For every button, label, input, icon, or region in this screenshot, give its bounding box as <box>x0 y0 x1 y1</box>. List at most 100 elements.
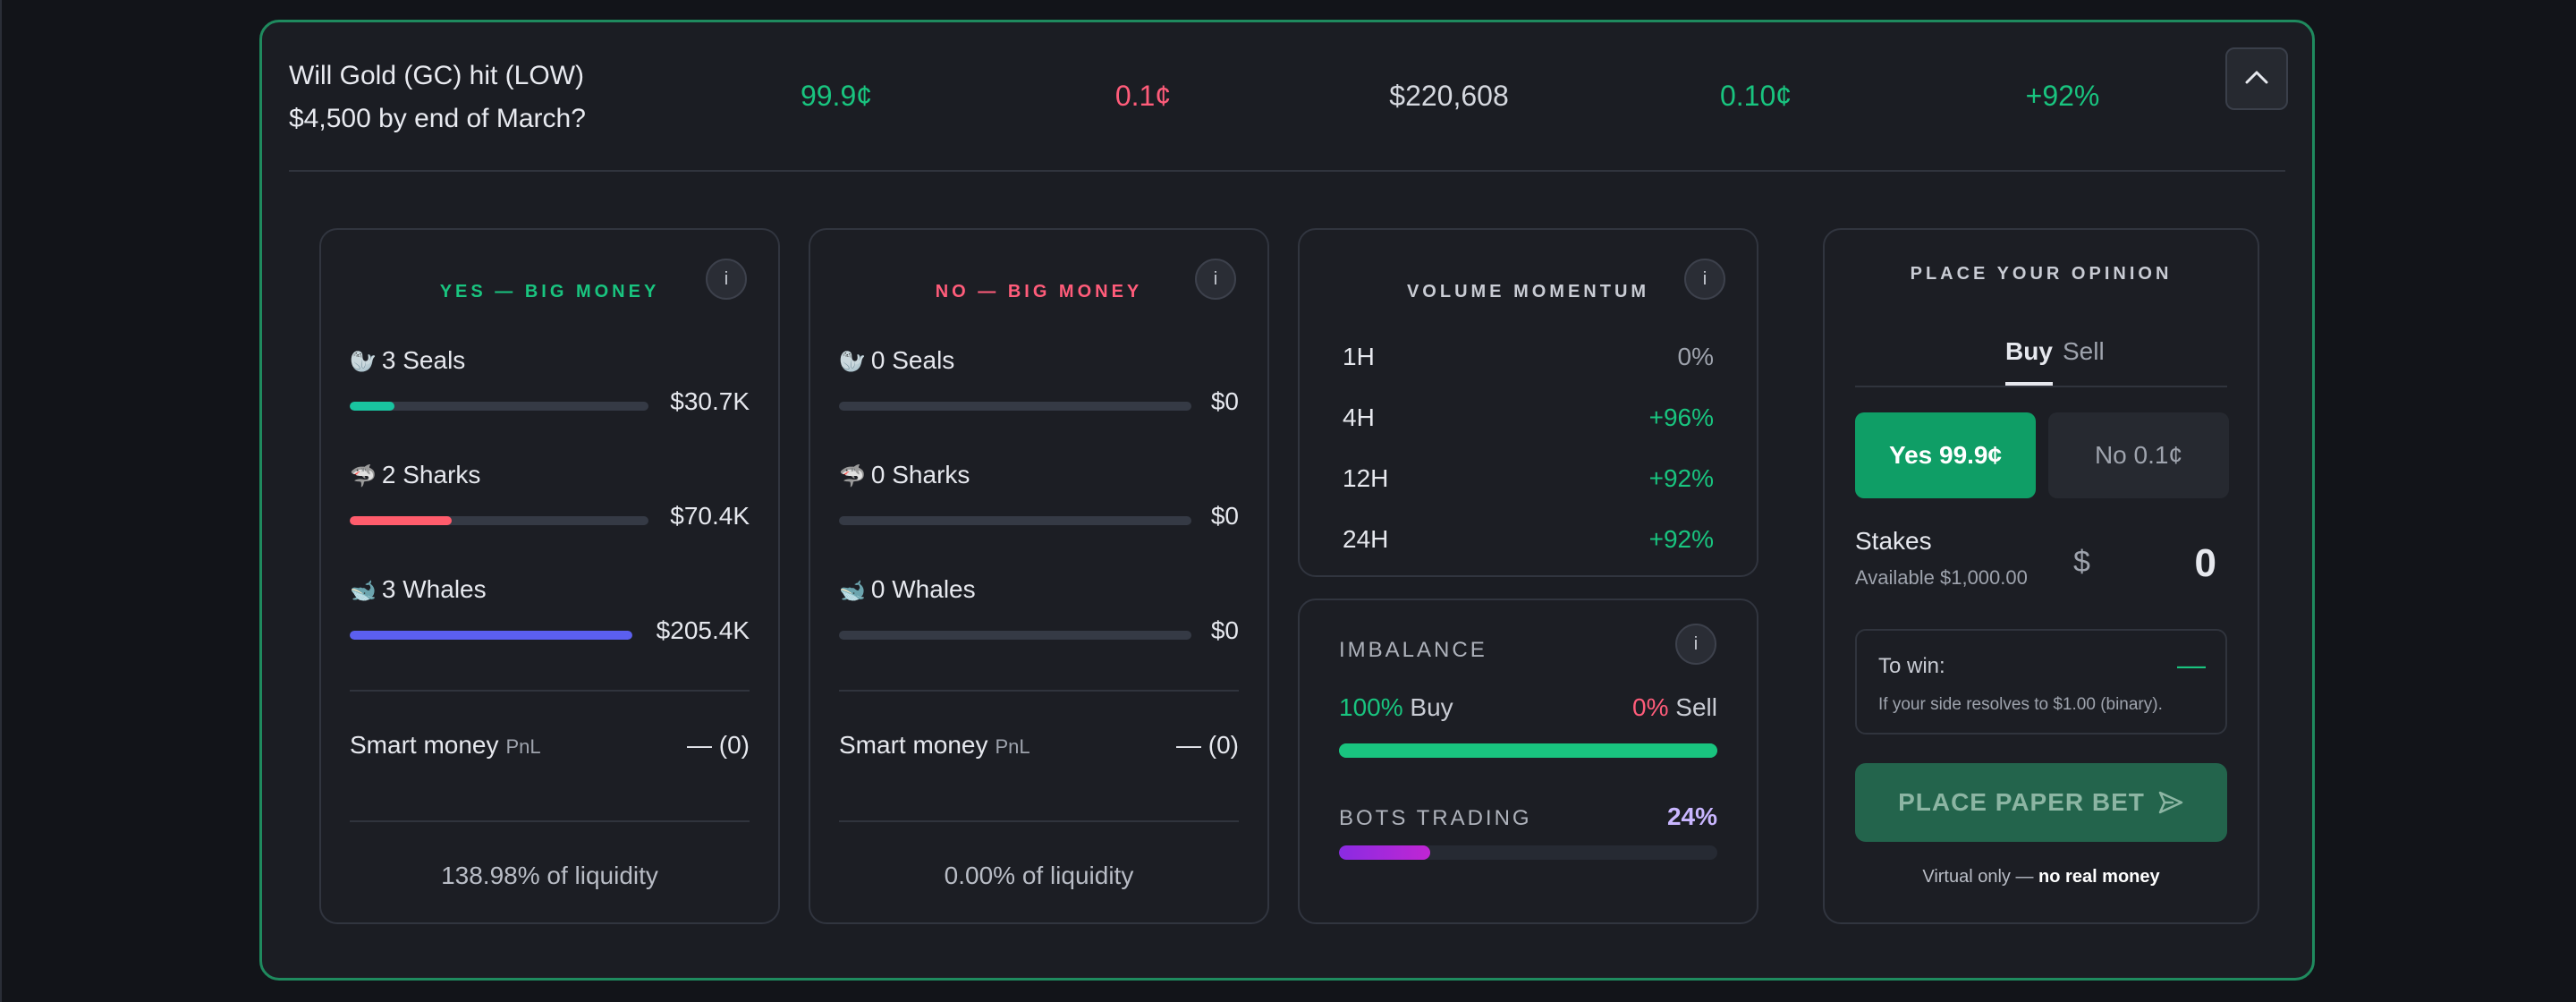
seal-icon: 🦭 <box>350 349 377 374</box>
available-balance: Available $1,000.00 <box>1855 566 2028 589</box>
momentum-period: 4H <box>1343 403 1375 431</box>
divider <box>839 820 1239 822</box>
momentum-value: +96% <box>1648 403 1714 431</box>
volume-momentum-panel: VOLUME MOMENTUM i 1H 0% 4H +96% 12H +92%… <box>1298 228 1758 577</box>
tier-value: $0 <box>1210 502 1239 530</box>
tier-label: 0 Whales <box>870 575 976 603</box>
pnl-label: PnL <box>995 735 1030 758</box>
tier-sharks: 🦈 0 Sharks $0 <box>839 461 1239 541</box>
volume: $220,608 <box>1389 80 1509 112</box>
info-icon[interactable]: i <box>1675 624 1716 665</box>
progress-bar <box>839 631 1191 640</box>
place-button-label: PLACE PAPER BET <box>1898 788 2145 816</box>
momentum-period: 24H <box>1343 525 1389 553</box>
tier-label: 3 Seals <box>381 346 466 374</box>
stakes-label: Stakes <box>1855 527 1932 555</box>
yes-big-money-panel: YES — BIG MONEY i 🦭 3 Seals $30.7K 🦈 2 Sha… <box>319 228 780 924</box>
to-win-box: To win: — If your side resolves to $1.00… <box>1855 629 2227 735</box>
no-price: 0.1¢ <box>1114 80 1172 112</box>
info-icon[interactable]: i <box>1195 259 1236 300</box>
shark-icon: 🦈 <box>350 463 377 488</box>
tab-sell[interactable]: Sell <box>2063 337 2105 365</box>
smart-money-value: — (0) <box>687 731 750 759</box>
price-change: +92% <box>2025 80 2100 112</box>
volume-momentum-title: VOLUME MOMENTUM <box>1406 282 1650 301</box>
tier-seals: 🦭 0 Seals $0 <box>839 346 1239 427</box>
no-button[interactable]: No 0.1¢ <box>2048 412 2229 498</box>
progress-bar <box>350 516 648 525</box>
yes-price: 99.9¢ <box>800 80 873 112</box>
bots-trading-title: BOTS TRADING <box>1339 806 1532 830</box>
tab-buy[interactable]: Buy <box>2005 337 2053 386</box>
stake-input[interactable] <box>2102 536 2218 591</box>
opinion-title: PLACE YOUR OPINION <box>1910 264 2173 284</box>
no-big-money-panel: NO — BIG MONEY i 🦭 0 Seals $0 🦈 0 Sharks $… <box>809 228 1269 924</box>
tier-label: 3 Whales <box>381 575 487 603</box>
momentum-period: 1H <box>1343 343 1375 370</box>
momentum-period: 12H <box>1343 464 1389 492</box>
progress-fill <box>350 631 632 640</box>
progress-fill <box>350 402 395 411</box>
shark-icon: 🦈 <box>839 463 866 488</box>
virtual-note: Virtual only — no real money <box>1922 867 2160 887</box>
tier-whales: 🐋 0 Whales $0 <box>839 575 1239 656</box>
imbalance-bar <box>1339 743 1717 758</box>
tier-sharks: 🦈 2 Sharks $70.4K <box>350 461 750 541</box>
tier-value: $0 <box>1210 616 1239 644</box>
yes-button[interactable]: Yes 99.9¢ <box>1855 412 2036 498</box>
tier-whales: 🐋 3 Whales $205.4K <box>350 575 750 656</box>
progress-bar <box>350 631 632 640</box>
momentum-value: 0% <box>1677 343 1714 370</box>
collapse-button[interactable] <box>2225 47 2288 110</box>
progress-bar <box>839 402 1191 411</box>
imbalance-fill <box>1339 743 1717 758</box>
bots-trading-bar <box>1339 845 1717 860</box>
place-opinion-panel: PLACE YOUR OPINION Buy Sell Yes 99.9¢ No… <box>1823 228 2259 924</box>
momentum-row-12h: 12H +92% <box>1343 464 1714 500</box>
buy-label: Buy <box>1410 693 1453 721</box>
bots-trading-value: 24% <box>1666 802 1717 830</box>
spread: 0.10¢ <box>1719 80 1792 112</box>
momentum-row-24h: 24H +92% <box>1343 525 1714 561</box>
smart-money-label: Smart money PnL <box>350 731 541 759</box>
divider <box>350 820 750 822</box>
market-title: Will Gold (GC) hit (LOW) $4,500 by end o… <box>289 61 586 133</box>
pnl-label: PnL <box>505 735 541 758</box>
bots-trading-fill <box>1339 845 1430 860</box>
sell-label: Sell <box>1675 693 1717 721</box>
tier-seals: 🦭 3 Seals $30.7K <box>350 346 750 427</box>
buy-sell-tabs: Buy Sell <box>1855 337 2227 387</box>
window-edge <box>0 0 2 1002</box>
whale-icon: 🐋 <box>839 578 866 603</box>
tier-value: $0 <box>1210 387 1239 415</box>
imbalance-panel: IMBALANCE i 100% Buy 0% Sell BOTS TRADIN… <box>1298 599 1758 924</box>
to-win-label: To win: <box>1878 654 1945 678</box>
currency-symbol: $ <box>2073 545 2090 579</box>
imbalance-title: IMBALANCE <box>1339 638 1487 662</box>
momentum-value: +92% <box>1648 464 1714 492</box>
momentum-value: +92% <box>1648 525 1714 553</box>
buy-percent: 100% <box>1339 693 1403 721</box>
to-win-note: If your side resolves to $1.00 (binary). <box>1878 695 2163 714</box>
progress-fill <box>350 516 452 525</box>
divider <box>350 690 750 692</box>
market-header[interactable]: Will Gold (GC) hit (LOW) $4,500 by end o… <box>289 22 2288 170</box>
tier-value: $70.4K <box>670 502 750 530</box>
tier-label: 0 Sharks <box>870 461 970 488</box>
tier-value: $205.4K <box>656 616 750 644</box>
smart-money-value: — (0) <box>1176 731 1239 759</box>
momentum-row-1h: 1H 0% <box>1343 343 1714 378</box>
place-paper-bet-button[interactable]: PLACE PAPER BET <box>1855 763 2227 842</box>
liquidity-text: 138.98% of liquidity <box>441 862 658 889</box>
virtual-note-bold: no real money <box>2038 867 2160 887</box>
progress-bar <box>839 516 1191 525</box>
tier-value: $30.7K <box>670 387 750 415</box>
info-icon[interactable]: i <box>1684 259 1725 300</box>
tier-label: 0 Seals <box>870 346 955 374</box>
whale-icon: 🐋 <box>350 578 377 603</box>
info-icon[interactable]: i <box>706 259 747 300</box>
liquidity-text: 0.00% of liquidity <box>944 862 1134 889</box>
sell-percent: 0% <box>1632 693 1669 721</box>
progress-bar <box>350 402 648 411</box>
market-card: Will Gold (GC) hit (LOW) $4,500 by end o… <box>259 20 2315 981</box>
